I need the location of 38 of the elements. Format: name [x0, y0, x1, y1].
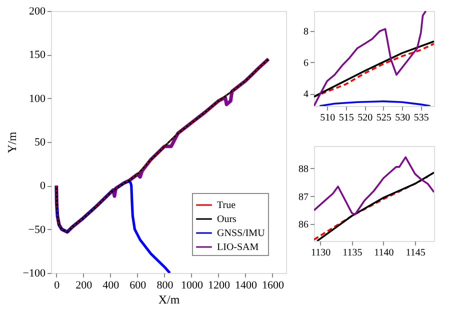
y-tick-label: 86	[298, 220, 308, 231]
x-tick-label: 1000	[180, 280, 204, 292]
x-tick-label: 535	[414, 112, 429, 124]
x-tick-label: 0	[54, 280, 60, 292]
x-tick-label: 1140	[374, 248, 394, 258]
x-axis-title: X/m	[158, 292, 180, 306]
y-tick-label: 100	[29, 92, 46, 105]
x-tick-label: 515	[338, 112, 354, 124]
y-tick-label: 87	[298, 192, 308, 203]
y-tick-label: 88	[298, 164, 308, 175]
legend-label: True	[217, 200, 236, 211]
x-tick-label: 1400	[234, 280, 258, 292]
y-axis-title: Y/m	[4, 131, 19, 154]
x-tick-label: 200	[76, 280, 93, 292]
y-tick-label: 0	[40, 180, 46, 192]
x-tick-label: 1135	[342, 248, 362, 258]
y-tick-label: −50	[28, 224, 46, 236]
x-tick-label: 1145	[406, 248, 426, 258]
y-tick-label: 50	[34, 136, 46, 148]
x-tick-label: 1600	[262, 280, 284, 292]
y-tick-label: 200	[29, 6, 46, 18]
legend-label: LIO-SAM	[217, 242, 259, 253]
x-tick-label: 1200	[208, 280, 230, 292]
x-tick-label: 525	[376, 112, 392, 124]
x-tick-label: 510	[320, 112, 336, 124]
x-tick-label: 800	[156, 280, 174, 292]
y-tick-label: 6	[304, 58, 308, 69]
legend-label: GNSS/IMU	[217, 228, 266, 239]
y-tick-label: −100	[22, 268, 46, 280]
x-tick-label: 530	[395, 112, 410, 124]
legend-label: Ours	[217, 214, 237, 225]
y-tick-label: 150	[29, 49, 46, 62]
x-tick-label: 400	[102, 280, 120, 292]
y-tick-label: 8	[304, 26, 308, 38]
x-tick-label: 600	[130, 280, 147, 292]
x-tick-label: 520	[358, 112, 373, 124]
x-tick-label: 1130	[310, 248, 331, 258]
y-tick-label: 4	[304, 89, 308, 100]
